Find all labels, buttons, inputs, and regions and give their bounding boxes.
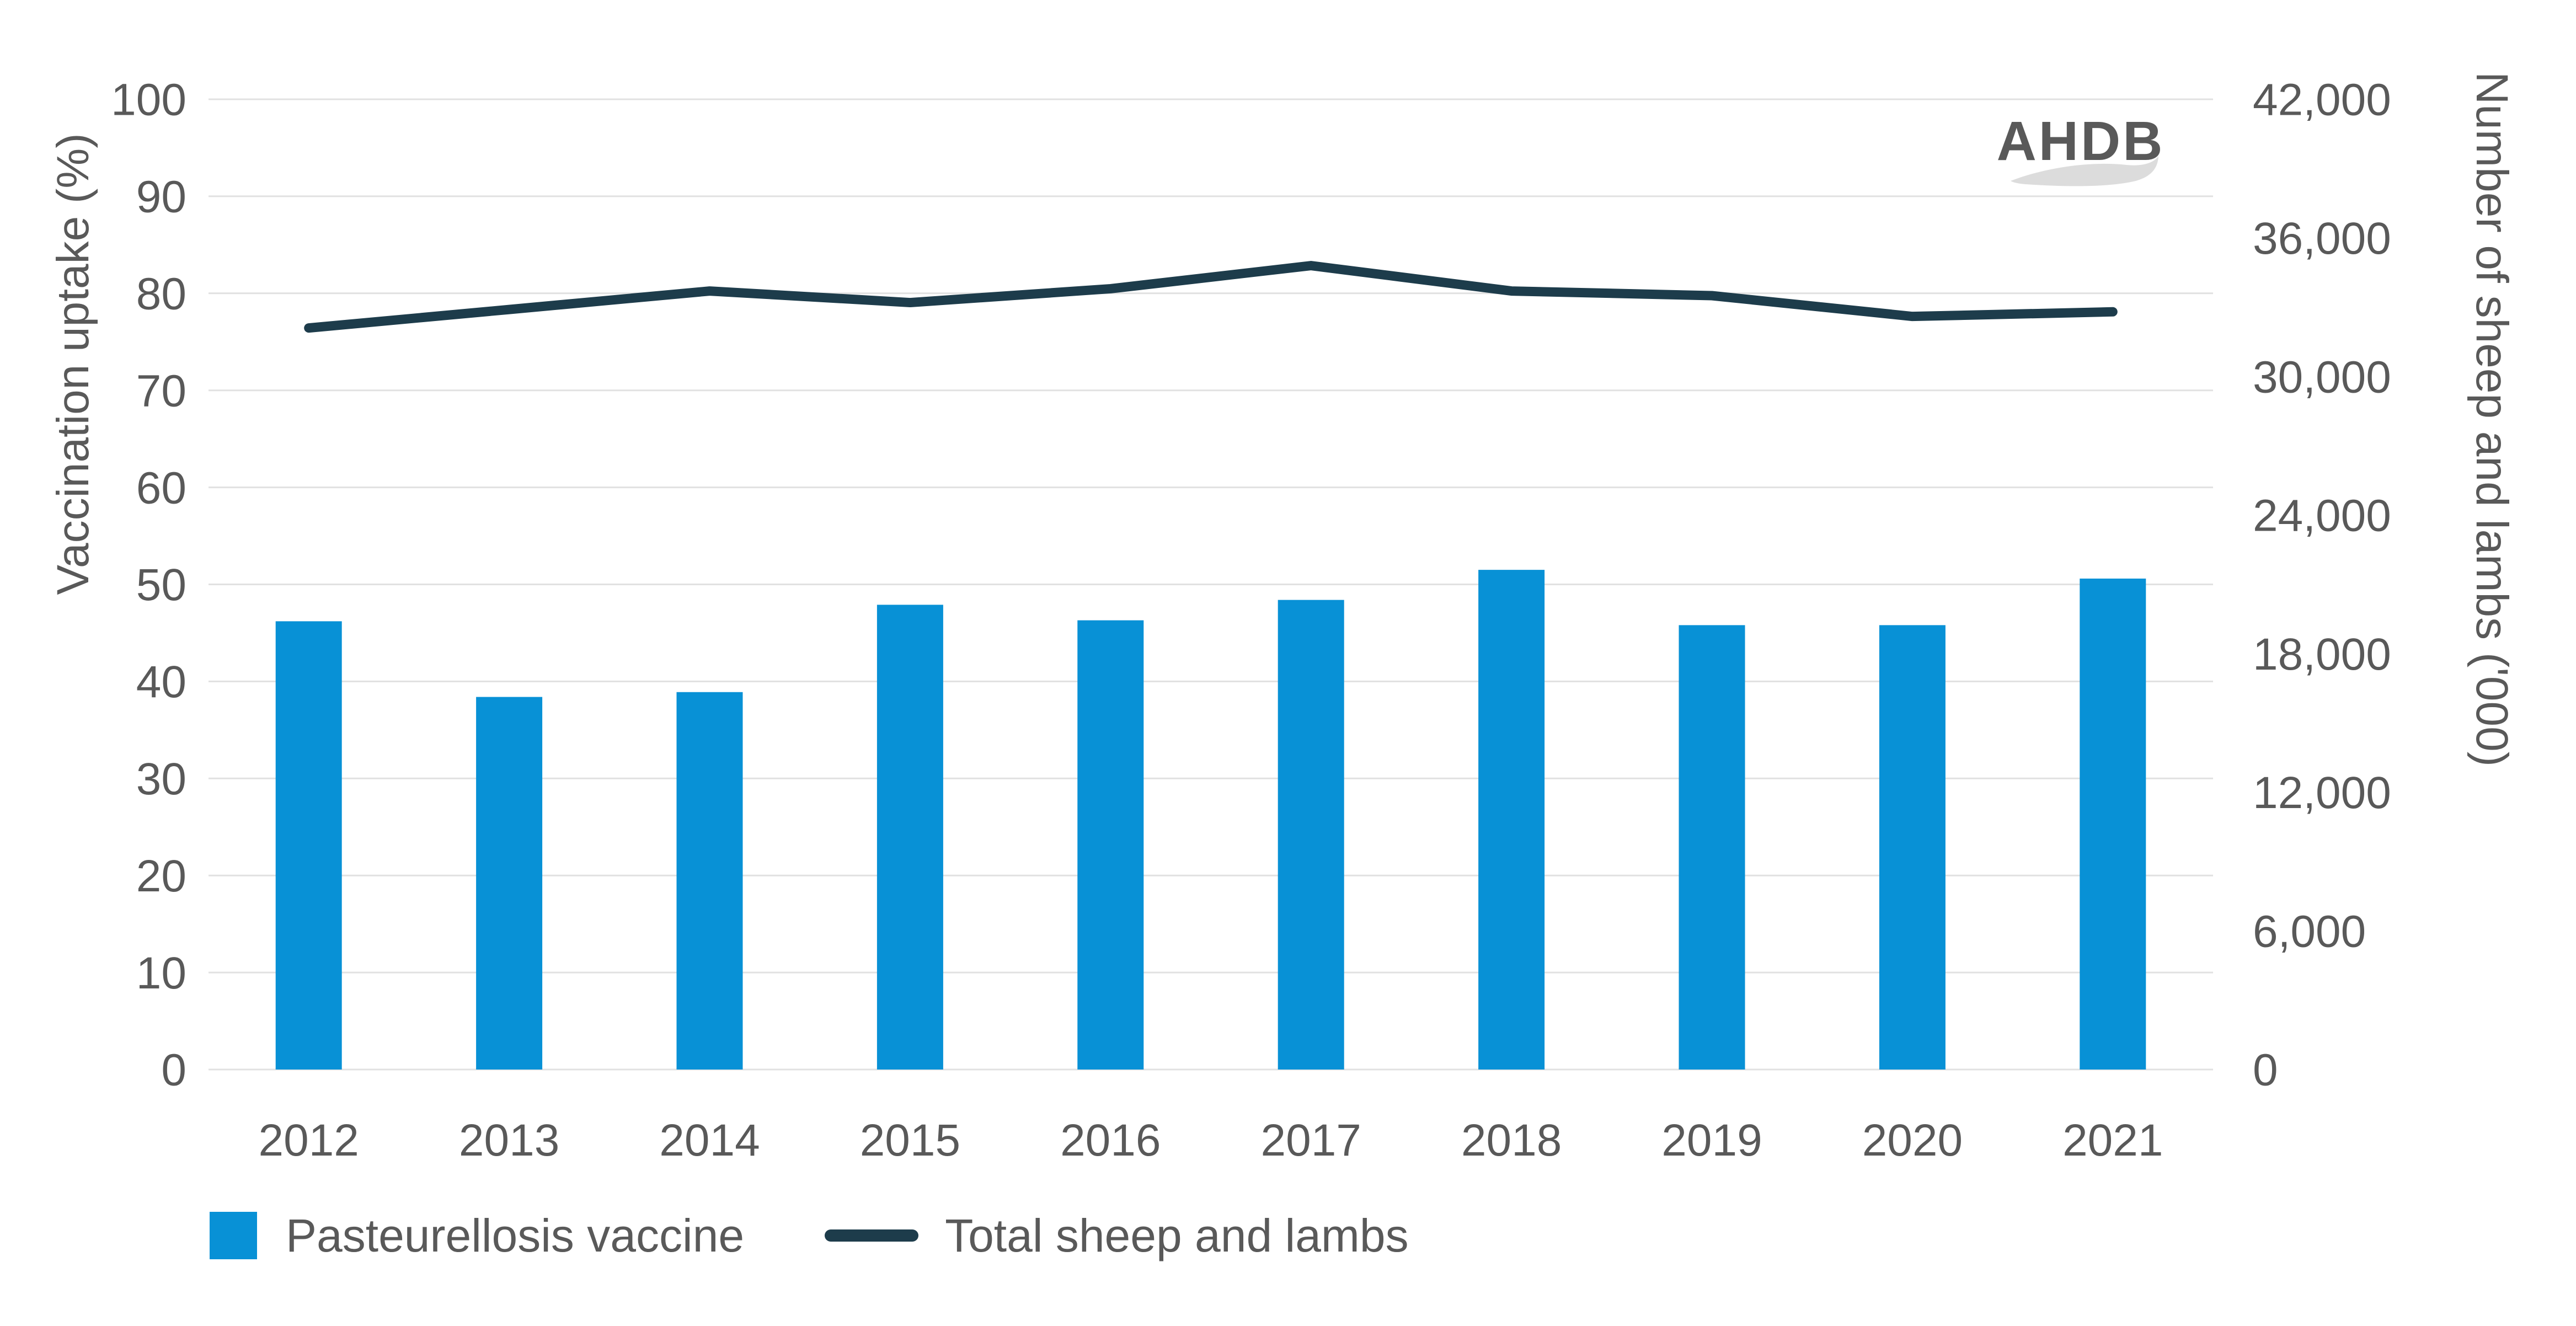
x-axis-tick-label: 2018 (1461, 1115, 1562, 1165)
legend-marker-line-icon (825, 1229, 919, 1242)
gridlines (209, 98, 2213, 1071)
left-axis-tick-label: 70 (136, 366, 186, 416)
legend-label-line: Total sheep and lambs (945, 1209, 1409, 1261)
bar (1679, 625, 1745, 1070)
x-axis-tick-label: 2013 (459, 1115, 559, 1165)
bar (2080, 578, 2146, 1070)
left-axis-tick-label: 20 (136, 851, 186, 901)
x-axis-tick-label: 2015 (860, 1115, 960, 1165)
legend: Pasteurellosis vaccine Total sheep and l… (210, 1202, 1409, 1269)
right-axis-tick-label: 36,000 (2253, 213, 2391, 264)
ahdb-logo-swoosh (2011, 156, 2158, 186)
x-axis-tick-label: 2019 (1661, 1115, 1762, 1165)
bar (676, 692, 743, 1070)
left-axis-tick-label: 0 (161, 1045, 186, 1095)
legend-label-bar: Pasteurellosis vaccine (286, 1209, 745, 1261)
right-axis-tick-label: 30,000 (2253, 352, 2391, 402)
left-axis-tick-label: 100 (111, 75, 186, 125)
bar (1879, 625, 1946, 1070)
left-axis-tick-label: 80 (136, 269, 186, 319)
right-axis-tick-label: 42,000 (2253, 75, 2391, 125)
x-axis-tick-label: 2020 (1862, 1115, 1963, 1165)
left-axis-tick-label: 30 (136, 754, 186, 804)
left-axis-tick-label: 60 (136, 463, 186, 513)
x-axis-tick-label: 2014 (659, 1115, 760, 1165)
x-axis-tick-label: 2017 (1260, 1115, 1361, 1165)
right-axis-tick-label: 18,000 (2253, 629, 2391, 680)
x-axis-ticks: 2012 2013 2014 2015 2016 2017 2018 2019 2020 2021 (258, 1115, 2163, 1165)
bar-series (275, 570, 2146, 1070)
ahdb-logo: AHDB (1997, 110, 2165, 186)
ahdb-logo-text: AHDB (1997, 110, 2165, 172)
legend-swatch-bar-icon (210, 1212, 257, 1259)
line-series (304, 261, 2118, 333)
bar (1478, 570, 1545, 1070)
bar (476, 697, 543, 1070)
trend-line (304, 261, 2118, 333)
right-axis-ticks: 0 6,000 12,000 18,000 24,000 30,000 36,000 42,0… (2253, 75, 2391, 1095)
left-axis-tick-label: 50 (136, 560, 186, 610)
right-axis-tick-label: 6,000 (2253, 906, 2366, 956)
right-axis-tick-label: 24,000 (2253, 491, 2391, 541)
bar (1077, 620, 1144, 1070)
x-axis-tick-label: 2012 (258, 1115, 359, 1165)
left-axis-tick-label: 90 (136, 172, 186, 222)
right-axis-tick-label: 12,000 (2253, 768, 2391, 818)
right-axis-tick-label: 0 (2253, 1045, 2278, 1095)
x-axis-tick-label: 2021 (2062, 1115, 2163, 1165)
left-axis-ticks: 0 10 20 30 40 50 60 70 80 90 100 (111, 75, 186, 1095)
right-axis-title: Number of sheep and lambs ('000) (2467, 72, 2517, 767)
bar (877, 605, 943, 1070)
left-axis-tick-label: 10 (136, 948, 186, 998)
bar (1278, 600, 1344, 1070)
left-axis-tick-label: 40 (136, 657, 186, 707)
left-axis-title: Vaccination uptake (%) (48, 133, 98, 595)
bar (275, 621, 342, 1070)
x-axis-tick-label: 2016 (1060, 1115, 1161, 1165)
